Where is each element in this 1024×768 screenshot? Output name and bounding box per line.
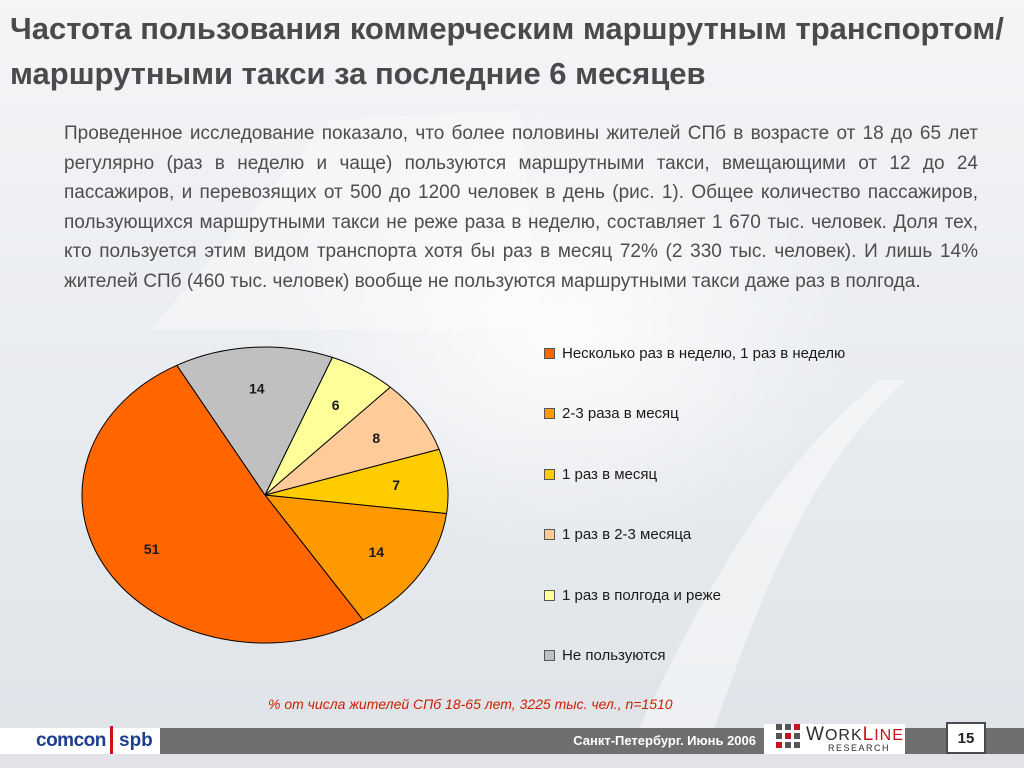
pie-slice-4 bbox=[264, 386, 440, 496]
logo-separator bbox=[110, 726, 113, 754]
legend-swatch bbox=[544, 468, 555, 480]
legend-swatch bbox=[544, 589, 555, 601]
pie-slice-label-3: 7 bbox=[392, 477, 400, 493]
workline-ine: INE bbox=[874, 727, 904, 744]
workline-ork: ORK bbox=[824, 727, 863, 744]
legend-item: 1 раз в месяц bbox=[544, 464, 657, 484]
pie-slice-labels: 51 14 7 8 6 14 bbox=[144, 381, 400, 560]
legend-swatch bbox=[544, 650, 555, 661]
pie-slice-label-6: 14 bbox=[249, 381, 265, 397]
legend-item: 2-3 раза в месяц bbox=[544, 404, 679, 424]
spb-logo-text: spb bbox=[119, 730, 153, 751]
workline-l: L bbox=[862, 724, 875, 745]
legend-label: 1 раз в полгода и реже bbox=[562, 586, 721, 604]
pie-slice-label-2: 14 bbox=[368, 544, 384, 560]
pie-slices bbox=[81, 346, 449, 644]
legend-label: Не пользуются bbox=[562, 647, 666, 664]
legend-item: Несколько раз в неделю, 1 раз в неделю bbox=[544, 343, 845, 363]
pie-slice-label-5: 6 bbox=[332, 397, 340, 413]
legend-swatch bbox=[544, 347, 555, 359]
page-number: 15 bbox=[946, 722, 986, 754]
legend-item: Не пользуются bbox=[544, 646, 666, 666]
legend-label: 1 раз в месяц bbox=[562, 465, 658, 483]
footer-bar bbox=[160, 728, 764, 754]
workline-w: W bbox=[806, 724, 825, 745]
legend-label: Несколько раз в неделю, 1 раз в неделю bbox=[562, 344, 846, 362]
pie-slice-1 bbox=[81, 364, 364, 644]
chart-footnote: % от числа жителей СПб 18-65 лет, 3225 т… bbox=[268, 696, 673, 712]
intro-paragraph: Проведенное исследование показало, что б… bbox=[64, 123, 978, 292]
page-title: Частота пользования коммерческим маршрут… bbox=[10, 11, 1004, 91]
footer-strip bbox=[0, 754, 1024, 768]
pie-slice-label-1: 51 bbox=[144, 541, 160, 557]
pie-slice-label-4: 8 bbox=[372, 430, 380, 446]
legend-swatch bbox=[544, 529, 555, 540]
legend-swatch bbox=[544, 408, 555, 419]
workline-logo-text: WORKLINE bbox=[806, 724, 904, 746]
legend-item: 1 раз в 2-3 месяца bbox=[544, 525, 691, 545]
legend-label: 1 раз в 2-3 месяца bbox=[562, 526, 692, 543]
footer-logo-area bbox=[0, 728, 160, 754]
comcon-logo-text: comcon bbox=[36, 730, 106, 751]
pie-slice-2 bbox=[263, 494, 448, 621]
legend-item: 1 раз в полгода и реже bbox=[544, 585, 721, 605]
footer-date: Санкт-Петербург. Июнь 2006 bbox=[573, 733, 756, 748]
workline-research-text: RESEARCH bbox=[828, 743, 891, 753]
workline-logo-icon bbox=[776, 724, 800, 748]
legend-label: 2-3 раза в месяц bbox=[562, 405, 679, 422]
pie-slice-6 bbox=[176, 346, 334, 496]
